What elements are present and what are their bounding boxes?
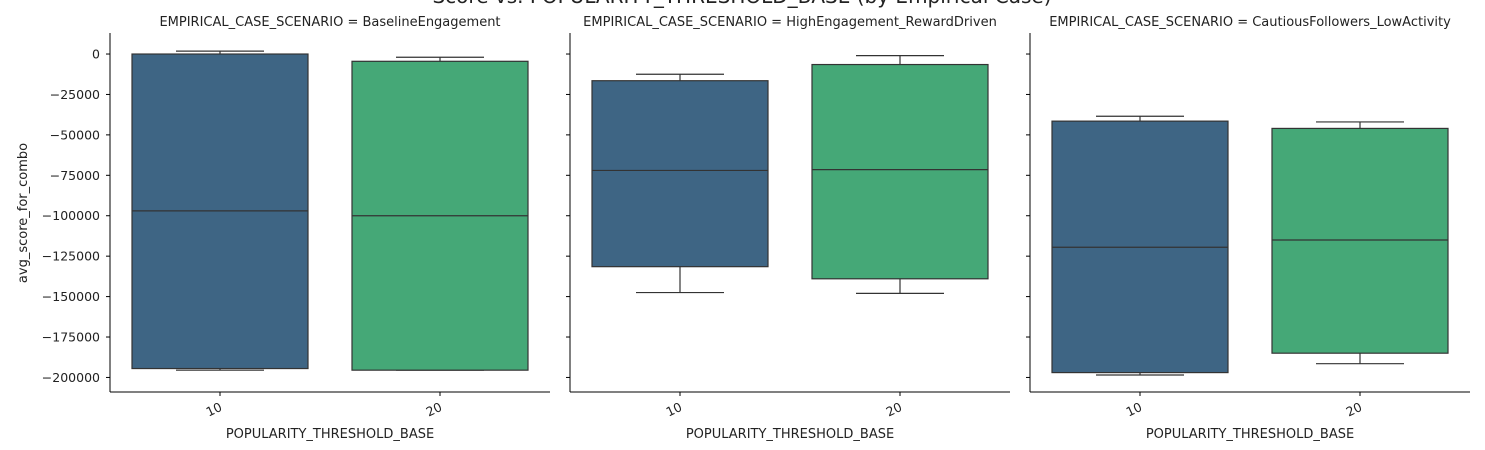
y-tick-label: −200000 xyxy=(42,370,100,385)
y-tick-label: −150000 xyxy=(42,289,100,304)
facet-title: EMPIRICAL_CASE_SCENARIO = HighEngagement… xyxy=(583,15,997,30)
x-tick-label: 20 xyxy=(424,399,445,419)
box-20 xyxy=(351,56,529,371)
box-10 xyxy=(1051,115,1229,376)
x-axis-label: POPULARITY_THRESHOLD_BASE xyxy=(1146,427,1354,442)
x-tick-label: 20 xyxy=(884,399,905,419)
y-tick-label: −50000 xyxy=(50,127,100,142)
facet-title: EMPIRICAL_CASE_SCENARIO = CautiousFollow… xyxy=(1049,15,1451,30)
facet-panel-1: 0 −25000 −50000 −75000 −100000 −125000 −150000… xyxy=(42,15,550,442)
y-tick-label: −125000 xyxy=(42,249,100,264)
x-tick-label: 10 xyxy=(204,399,225,419)
box-20 xyxy=(1271,121,1449,365)
y-axis-label: avg_score_for_combo xyxy=(16,143,31,283)
y-tick-label: −75000 xyxy=(50,168,100,183)
y-tick-label: 0 xyxy=(92,47,100,62)
facet-panels: 0 −25000 −50000 −75000 −100000 −125000 −150000… xyxy=(42,15,1470,442)
iqr-box xyxy=(811,63,989,280)
x-tick-label: 20 xyxy=(1344,399,1365,419)
y-tick-label: −100000 xyxy=(42,208,100,223)
x-axis-label: POPULARITY_THRESHOLD_BASE xyxy=(686,427,894,442)
figure-title: Score vs. POPULARITY_THRESHOLD_BASE (by … xyxy=(432,0,1051,8)
x-axis-label: POPULARITY_THRESHOLD_BASE xyxy=(226,427,434,442)
x-tick-label: 10 xyxy=(664,399,685,419)
box-10 xyxy=(591,73,769,294)
y-tick-label: −25000 xyxy=(50,87,100,102)
facet-panel-2: EMPIRICAL_CASE_SCENARIO = HighEngagement… xyxy=(566,15,1010,442)
facet-title: EMPIRICAL_CASE_SCENARIO = BaselineEngage… xyxy=(159,15,500,30)
iqr-box xyxy=(591,80,769,268)
box-20 xyxy=(811,55,989,294)
iqr-box xyxy=(1271,127,1449,354)
facet-panel-3: EMPIRICAL_CASE_SCENARIO = CautiousFollow… xyxy=(1026,15,1470,442)
box-10 xyxy=(131,50,309,371)
x-tick-label: 10 xyxy=(1124,399,1145,419)
y-tick-label: −175000 xyxy=(42,330,100,345)
